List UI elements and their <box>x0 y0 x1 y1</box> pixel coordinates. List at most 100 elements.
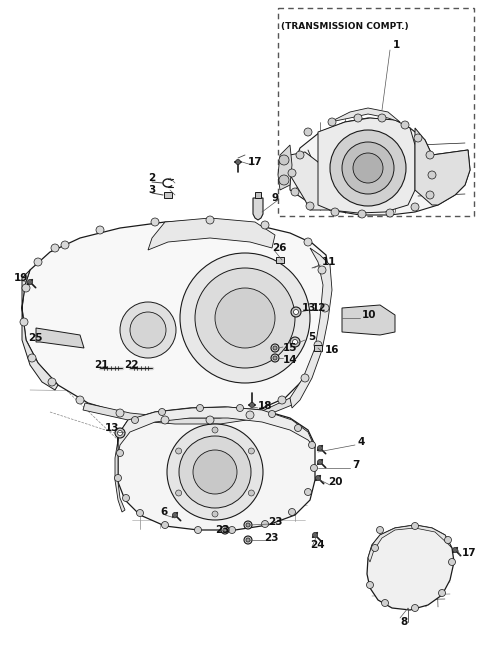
Circle shape <box>312 533 317 537</box>
Circle shape <box>51 244 59 252</box>
Polygon shape <box>278 145 292 190</box>
Text: 11: 11 <box>322 257 336 267</box>
Circle shape <box>212 511 218 517</box>
Circle shape <box>318 266 326 274</box>
Circle shape <box>28 354 36 362</box>
Circle shape <box>244 521 252 529</box>
Text: 18: 18 <box>258 401 273 411</box>
Circle shape <box>194 527 202 533</box>
Circle shape <box>161 416 169 424</box>
Text: 17: 17 <box>248 157 263 167</box>
Circle shape <box>353 153 383 183</box>
Circle shape <box>248 448 254 454</box>
Circle shape <box>215 288 275 348</box>
Circle shape <box>273 356 277 360</box>
Circle shape <box>304 128 312 136</box>
Text: 9: 9 <box>272 193 279 203</box>
Text: 16: 16 <box>325 345 339 355</box>
Circle shape <box>248 490 254 496</box>
Circle shape <box>372 544 379 552</box>
Text: 19: 19 <box>14 273 28 283</box>
Circle shape <box>314 341 322 349</box>
Circle shape <box>271 354 279 362</box>
Polygon shape <box>318 118 415 213</box>
Text: 13: 13 <box>302 303 316 313</box>
Circle shape <box>223 528 227 532</box>
Circle shape <box>304 238 312 246</box>
Circle shape <box>331 208 339 216</box>
Circle shape <box>279 155 289 165</box>
Circle shape <box>358 210 366 218</box>
Circle shape <box>22 284 30 292</box>
Polygon shape <box>255 192 261 198</box>
Circle shape <box>161 522 168 529</box>
Circle shape <box>273 346 277 350</box>
Text: 25: 25 <box>28 333 43 343</box>
Circle shape <box>136 510 144 516</box>
Text: 6: 6 <box>160 507 167 517</box>
Polygon shape <box>368 525 452 562</box>
Circle shape <box>279 175 289 185</box>
Polygon shape <box>164 192 172 198</box>
Text: 2: 2 <box>148 173 155 183</box>
Circle shape <box>386 209 394 217</box>
Text: 8: 8 <box>400 617 407 627</box>
Text: 15: 15 <box>283 343 298 353</box>
Circle shape <box>34 258 42 266</box>
Circle shape <box>244 536 252 544</box>
Text: 22: 22 <box>124 360 139 370</box>
Polygon shape <box>148 218 275 250</box>
Circle shape <box>444 537 452 544</box>
Circle shape <box>179 436 251 508</box>
Polygon shape <box>36 328 84 348</box>
Polygon shape <box>115 435 125 512</box>
Text: 3: 3 <box>148 185 155 195</box>
Polygon shape <box>253 198 263 220</box>
Circle shape <box>221 526 229 534</box>
Circle shape <box>228 527 236 533</box>
Polygon shape <box>290 118 470 215</box>
Circle shape <box>246 523 250 527</box>
Circle shape <box>262 520 268 527</box>
Circle shape <box>411 522 419 529</box>
Circle shape <box>250 403 254 407</box>
Polygon shape <box>367 525 454 610</box>
Circle shape <box>411 203 419 211</box>
Circle shape <box>180 253 310 383</box>
Polygon shape <box>290 152 330 210</box>
Circle shape <box>61 241 69 249</box>
Polygon shape <box>415 128 470 205</box>
Circle shape <box>158 409 166 415</box>
Circle shape <box>261 221 269 229</box>
Text: 21: 21 <box>94 360 108 370</box>
Circle shape <box>376 527 384 533</box>
Circle shape <box>304 489 312 495</box>
Circle shape <box>132 417 139 424</box>
Circle shape <box>288 169 296 177</box>
Circle shape <box>246 538 250 542</box>
Circle shape <box>315 476 321 480</box>
Circle shape <box>196 405 204 411</box>
Circle shape <box>130 312 166 348</box>
Circle shape <box>20 318 28 326</box>
Polygon shape <box>342 305 395 335</box>
Circle shape <box>382 600 388 607</box>
Text: 12: 12 <box>312 303 326 313</box>
Text: 14: 14 <box>283 355 298 365</box>
Circle shape <box>115 474 121 482</box>
Circle shape <box>448 558 456 565</box>
Polygon shape <box>22 270 58 390</box>
Circle shape <box>193 450 237 494</box>
Circle shape <box>151 218 159 226</box>
Polygon shape <box>290 248 332 408</box>
Circle shape <box>306 202 314 210</box>
Circle shape <box>309 441 315 449</box>
Text: 1: 1 <box>393 40 400 50</box>
Circle shape <box>291 188 299 196</box>
Circle shape <box>321 304 329 312</box>
Polygon shape <box>330 108 400 122</box>
Circle shape <box>176 448 181 454</box>
Circle shape <box>206 416 214 424</box>
Circle shape <box>268 411 276 417</box>
Circle shape <box>426 191 434 199</box>
